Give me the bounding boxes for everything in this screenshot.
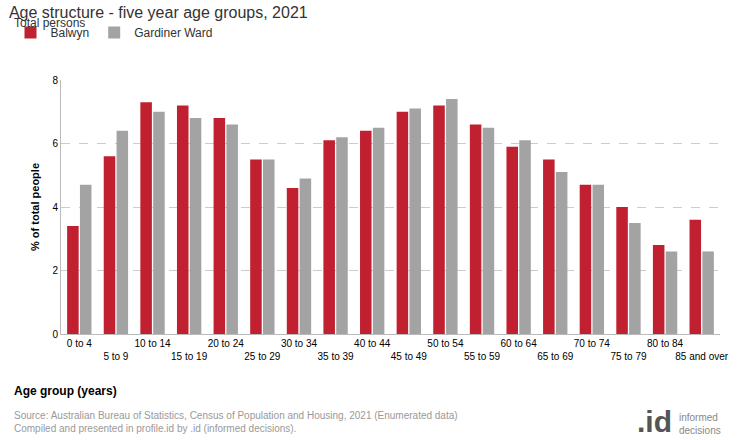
svg-text:15 to 19: 15 to 19 bbox=[171, 351, 208, 362]
svg-text:75 to 79: 75 to 79 bbox=[610, 351, 647, 362]
svg-text:Total persons: Total persons bbox=[14, 16, 85, 30]
svg-text:0: 0 bbox=[52, 329, 58, 340]
svg-text:2: 2 bbox=[52, 265, 58, 276]
svg-text:20 to 24: 20 to 24 bbox=[208, 338, 245, 349]
svg-text:30 to 34: 30 to 34 bbox=[281, 338, 318, 349]
svg-text:45 to 49: 45 to 49 bbox=[391, 351, 428, 362]
svg-text:6: 6 bbox=[52, 138, 58, 149]
svg-text:65 to 69: 65 to 69 bbox=[537, 351, 574, 362]
svg-text:Gardiner Ward: Gardiner Ward bbox=[134, 26, 212, 40]
svg-text:4: 4 bbox=[52, 202, 58, 213]
svg-text:Age group (years): Age group (years) bbox=[14, 384, 117, 398]
svg-text:0 to 4: 0 to 4 bbox=[67, 338, 92, 349]
svg-text:25 to 29: 25 to 29 bbox=[244, 351, 281, 362]
svg-text:5 to 9: 5 to 9 bbox=[103, 351, 128, 362]
svg-text:55 to 59: 55 to 59 bbox=[464, 351, 501, 362]
svg-text:Balwyn: Balwyn bbox=[51, 26, 90, 40]
svg-text:50 to 54: 50 to 54 bbox=[427, 338, 464, 349]
svg-text:80 to 84: 80 to 84 bbox=[647, 338, 684, 349]
svg-text:Source: Australian Bureau of S: Source: Australian Bureau of Statistics,… bbox=[14, 410, 458, 434]
svg-text:% of total people: % of total people bbox=[29, 163, 41, 251]
svg-text:10 to 14: 10 to 14 bbox=[134, 338, 171, 349]
svg-text:Age structure - five year age: Age structure - five year age groups, 20… bbox=[9, 4, 308, 21]
svg-text:85 and over: 85 and over bbox=[675, 351, 728, 362]
svg-text:70 to 74: 70 to 74 bbox=[574, 338, 611, 349]
svg-text:8: 8 bbox=[52, 75, 58, 86]
svg-text:.id: .id bbox=[637, 405, 672, 438]
svg-text:60 to 64: 60 to 64 bbox=[501, 338, 538, 349]
svg-text:35 to 39: 35 to 39 bbox=[318, 351, 355, 362]
svg-text:informeddecisions: informeddecisions bbox=[679, 412, 721, 436]
svg-text:40 to 44: 40 to 44 bbox=[354, 338, 391, 349]
